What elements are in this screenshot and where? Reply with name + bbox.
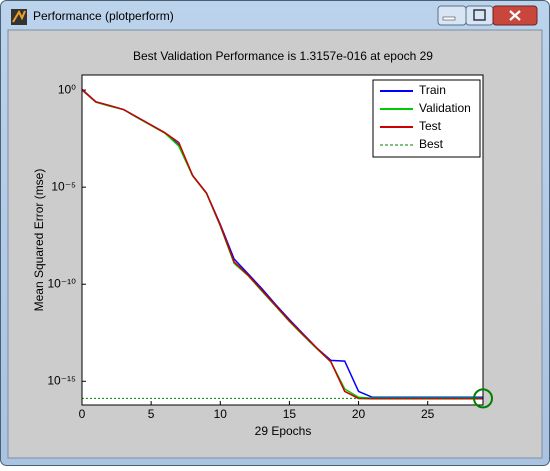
x-tick-label: 15: [283, 407, 297, 421]
app-icon: [11, 9, 27, 25]
legend-label: Best: [419, 137, 444, 151]
legend-label: Validation: [419, 101, 471, 115]
maximize-button[interactable]: [465, 5, 494, 26]
x-tick-label: 5: [148, 407, 155, 421]
x-tick-label: 20: [352, 407, 366, 421]
x-tick-label: 10: [214, 407, 228, 421]
chart-title: Best Validation Performance is 1.3157e-0…: [133, 49, 433, 63]
x-tick-label: 25: [421, 407, 435, 421]
x-tick-label: 0: [79, 407, 86, 421]
minimize-button[interactable]: [437, 5, 467, 26]
legend-box: [372, 79, 481, 158]
close-glyph: [509, 10, 521, 21]
x-axis-label: 29 Epochs: [255, 424, 312, 438]
best-marker: [473, 388, 493, 409]
series-line: [81, 89, 483, 400]
y-tick-label: 10⁻¹⁵: [47, 373, 76, 387]
y-tick-label: 10⁰: [58, 82, 76, 96]
y-tick-label: 10⁻¹⁰: [48, 276, 77, 290]
legend-label: Train: [419, 83, 446, 97]
maximize-glyph: [473, 9, 486, 21]
legend-label: Test: [419, 119, 442, 133]
minimize-glyph: [442, 16, 456, 21]
app-icon-glyph: [12, 9, 26, 23]
axes-box: [81, 74, 484, 406]
window-title: Performance (plotperform): [33, 9, 174, 23]
plot: 0 5 10 15 20 25 10⁰ 10⁻⁵ 10⁻¹⁰ 10⁻¹⁵ Train Validati…: [47, 75, 484, 421]
y-axis-label: Mean Squared Error (mse): [32, 169, 46, 312]
y-tick-label: 10⁻⁵: [51, 179, 76, 193]
